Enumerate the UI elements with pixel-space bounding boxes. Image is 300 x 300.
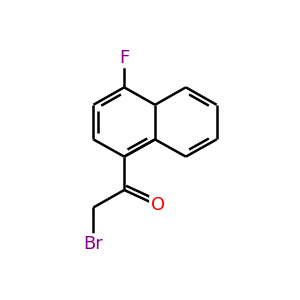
Text: Br: Br <box>84 236 103 253</box>
Text: F: F <box>119 49 129 67</box>
Text: O: O <box>151 196 165 214</box>
